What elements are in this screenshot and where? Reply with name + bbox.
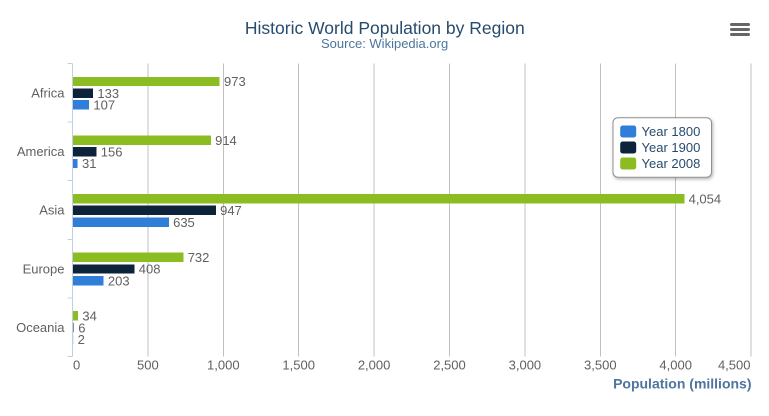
svg-text:2,500: 2,500 bbox=[433, 358, 466, 373]
svg-text:Oceania: Oceania bbox=[16, 320, 65, 335]
svg-text:2,000: 2,000 bbox=[358, 358, 391, 373]
svg-text:732: 732 bbox=[188, 250, 210, 265]
svg-text:0: 0 bbox=[73, 358, 80, 373]
svg-text:914: 914 bbox=[215, 133, 237, 148]
svg-text:500: 500 bbox=[137, 358, 159, 373]
svg-text:Africa: Africa bbox=[31, 86, 65, 101]
svg-text:Year 1900: Year 1900 bbox=[642, 140, 701, 155]
svg-text:3,000: 3,000 bbox=[509, 358, 542, 373]
svg-text:Source: Wikipedia.org: Source: Wikipedia.org bbox=[321, 36, 448, 51]
svg-text:34: 34 bbox=[82, 309, 96, 324]
svg-text:1,000: 1,000 bbox=[207, 358, 240, 373]
svg-text:635: 635 bbox=[173, 215, 195, 230]
svg-text:America: America bbox=[17, 144, 65, 159]
svg-text:Population (millions): Population (millions) bbox=[613, 376, 751, 392]
svg-text:4,500: 4,500 bbox=[718, 358, 751, 373]
svg-text:1,500: 1,500 bbox=[282, 358, 315, 373]
svg-text:Historic World Population by R: Historic World Population by Region bbox=[245, 18, 525, 38]
svg-text:2: 2 bbox=[78, 332, 85, 347]
svg-text:Asia: Asia bbox=[39, 203, 65, 218]
svg-text:408: 408 bbox=[139, 262, 161, 277]
svg-text:107: 107 bbox=[93, 98, 115, 113]
svg-text:133: 133 bbox=[97, 86, 119, 101]
svg-text:203: 203 bbox=[108, 273, 130, 288]
svg-text:4,000: 4,000 bbox=[659, 358, 692, 373]
svg-text:Year 1800: Year 1800 bbox=[642, 124, 701, 139]
svg-text:973: 973 bbox=[224, 74, 246, 89]
svg-text:Europe: Europe bbox=[23, 261, 65, 276]
svg-text:947: 947 bbox=[220, 203, 242, 218]
svg-text:6: 6 bbox=[78, 320, 85, 335]
svg-text:3,500: 3,500 bbox=[584, 358, 617, 373]
svg-text:31: 31 bbox=[82, 156, 96, 171]
svg-text:Year 2008: Year 2008 bbox=[642, 156, 701, 171]
svg-text:4,054: 4,054 bbox=[689, 191, 722, 206]
svg-text:156: 156 bbox=[101, 145, 123, 160]
